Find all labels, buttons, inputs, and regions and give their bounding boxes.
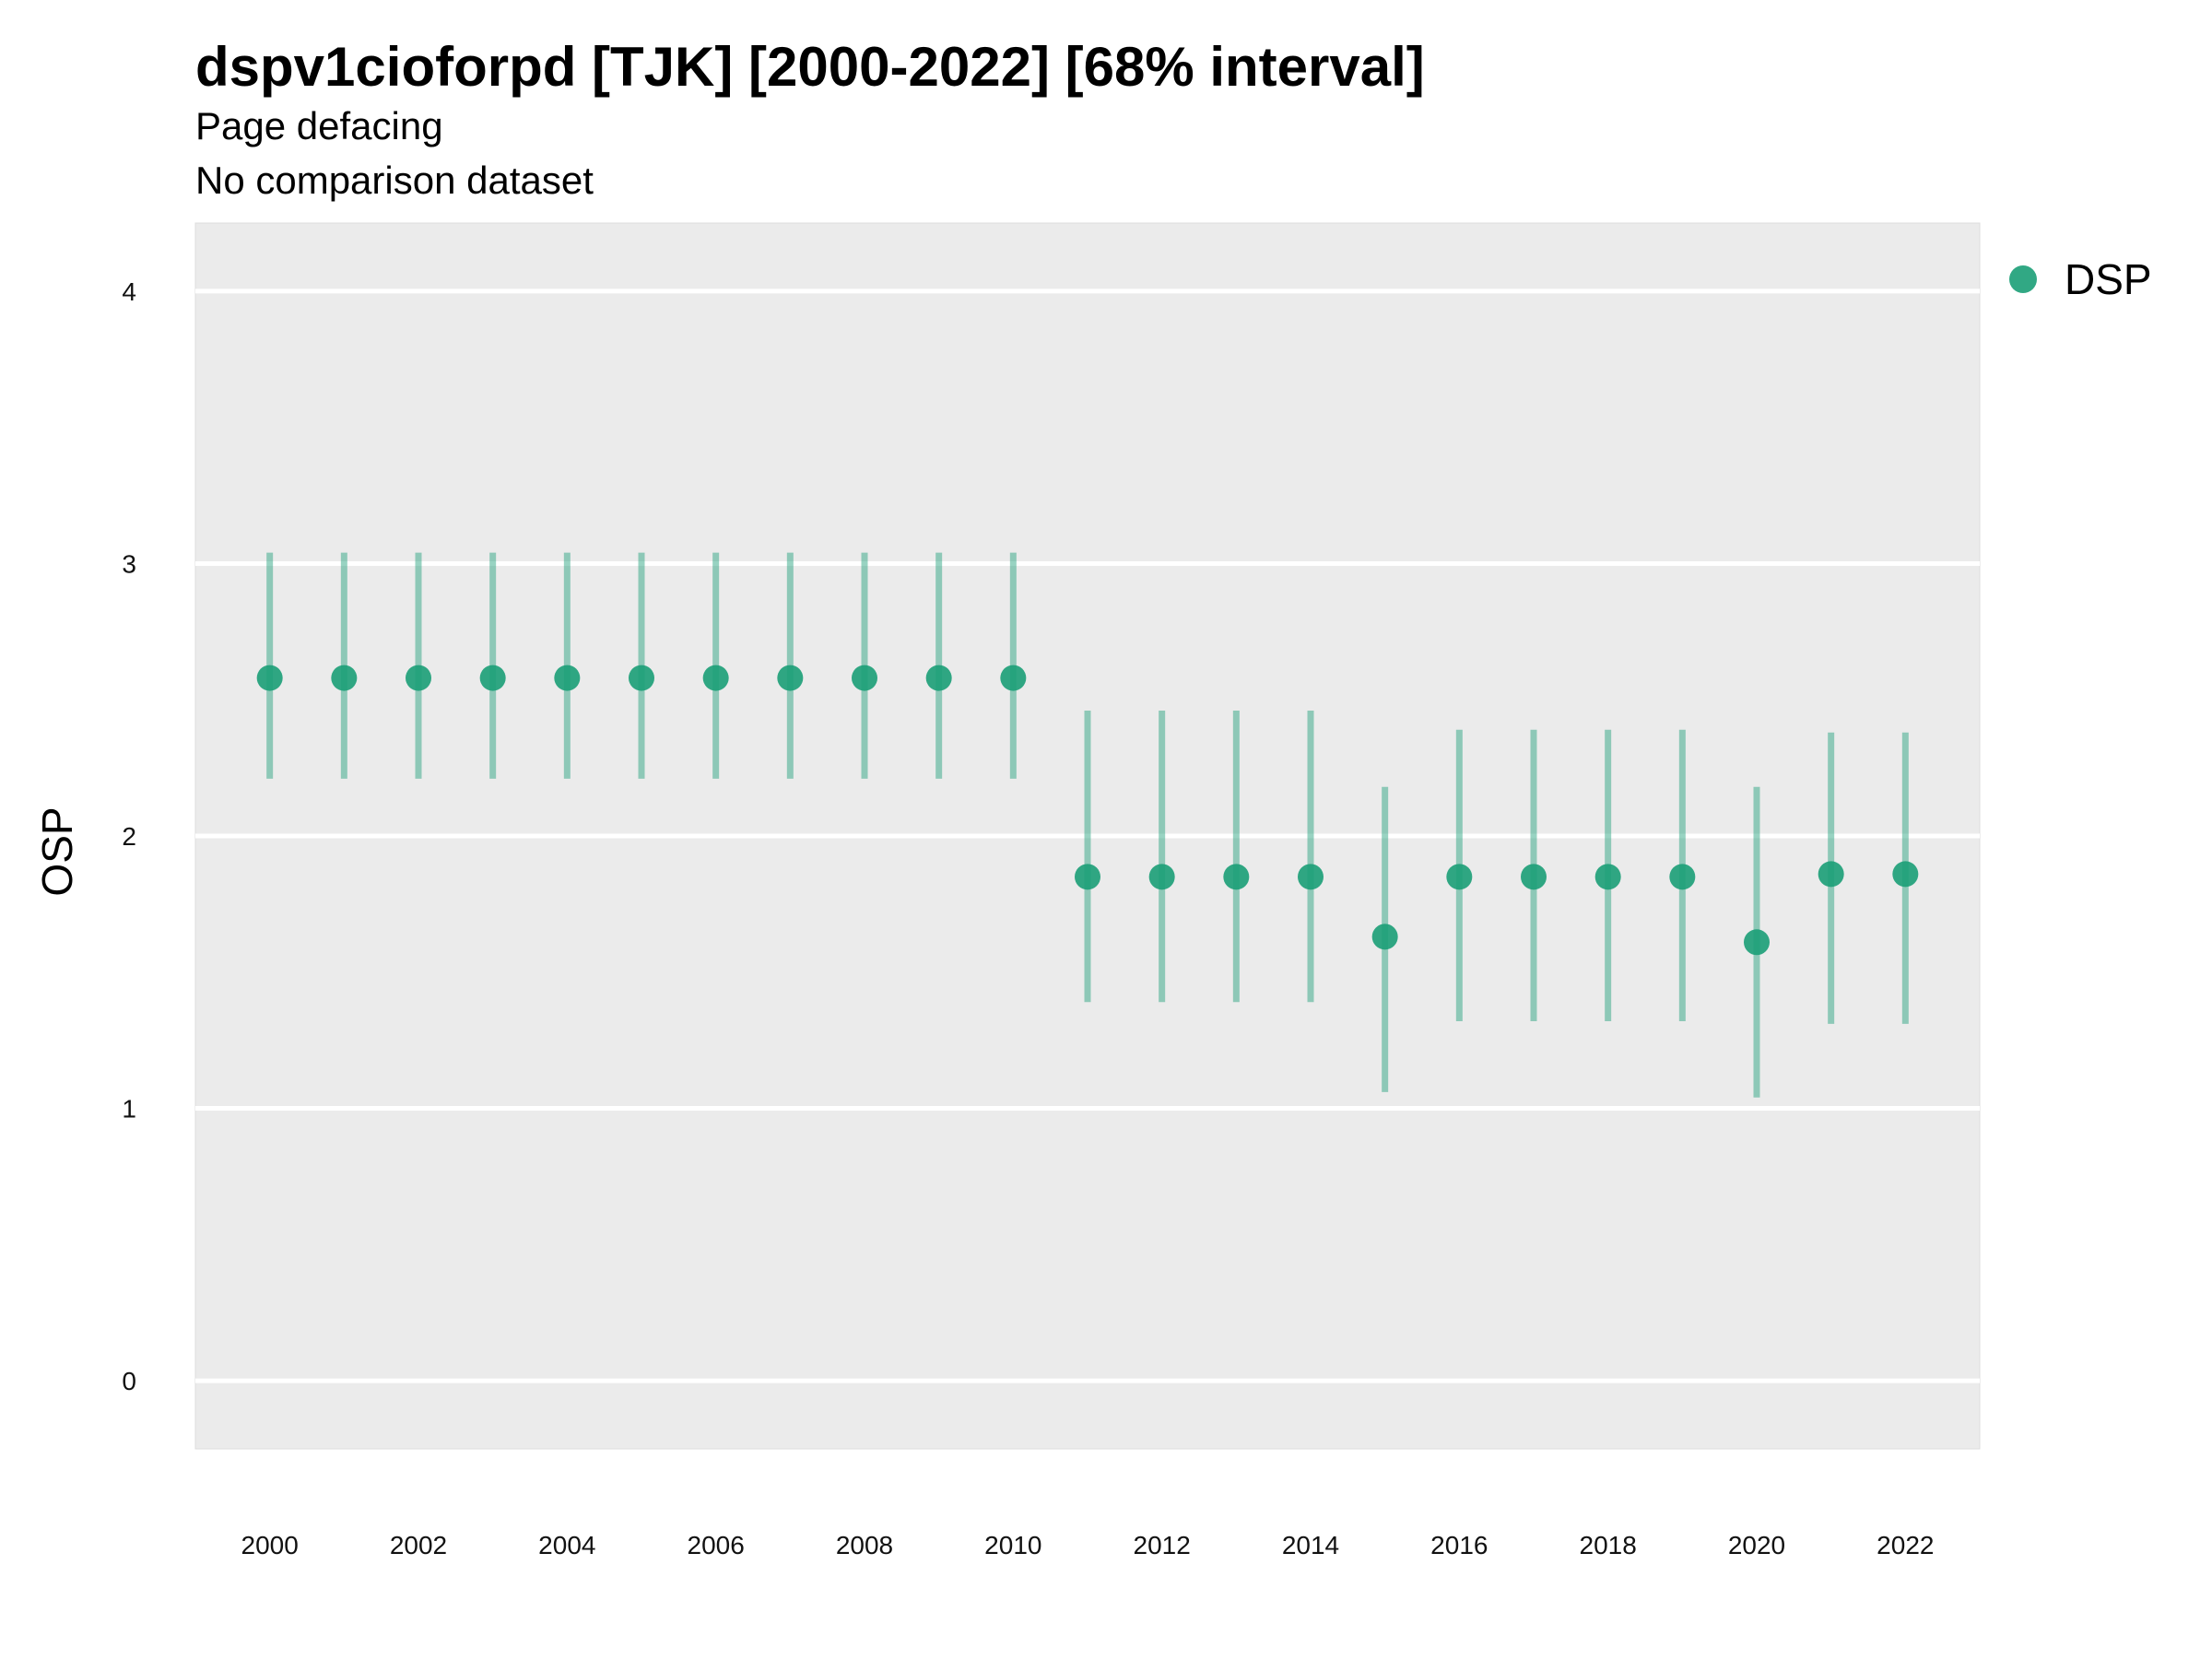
- data-points: [256, 665, 1919, 956]
- data-point: [1669, 864, 1696, 890]
- data-point: [1148, 864, 1175, 890]
- data-point: [1075, 864, 1100, 890]
- legend-key-dsp: [2009, 265, 2037, 293]
- data-point: [256, 665, 283, 691]
- data-point: [777, 665, 804, 691]
- y-tick-label: 4: [122, 277, 136, 306]
- data-point: [1223, 864, 1250, 890]
- data-point: [629, 665, 654, 691]
- data-point: [406, 665, 431, 691]
- data-point: [554, 665, 581, 691]
- chart-subtitle-1: Page defacing: [195, 104, 443, 147]
- grid-lines: [195, 288, 1980, 1383]
- chart-title: dspv1cioforpd [TJK] [2000-2022] [68% int…: [195, 36, 1425, 98]
- x-tick-label: 2014: [1282, 1531, 1339, 1559]
- x-tick-label: 2002: [390, 1531, 447, 1559]
- data-point: [852, 665, 877, 691]
- y-tick-label: 3: [122, 549, 136, 578]
- x-tick-label: 2020: [1728, 1531, 1785, 1559]
- data-point: [1000, 665, 1027, 691]
- y-tick-label: 2: [122, 822, 136, 851]
- data-point: [1818, 861, 1844, 888]
- x-tick-labels: 2000 2002 2004 2006 2008 2010 2012 2014 2016 2018…: [241, 1531, 1935, 1559]
- y-tick-label: 0: [122, 1367, 136, 1395]
- x-tick-label: 2006: [688, 1531, 745, 1559]
- x-tick-label: 2010: [984, 1531, 1041, 1559]
- x-tick-label: 2004: [538, 1531, 595, 1559]
- data-point: [331, 665, 358, 691]
- data-point: [1521, 864, 1547, 890]
- x-tick-label: 2012: [1134, 1531, 1191, 1559]
- legend-label-dsp: DSP: [2065, 255, 2152, 303]
- y-tick-labels: 0 1 2 3 4: [122, 277, 136, 1395]
- x-tick-label: 2000: [241, 1531, 299, 1559]
- data-point: [702, 665, 729, 691]
- y-tick-label: 1: [122, 1095, 136, 1124]
- data-point: [1594, 864, 1621, 890]
- x-tick-label: 2018: [1580, 1531, 1637, 1559]
- x-tick-label: 2008: [836, 1531, 893, 1559]
- data-point: [1446, 864, 1473, 890]
- x-tick-label: 2022: [1877, 1531, 1934, 1559]
- data-point: [1744, 929, 1770, 956]
- chart-subtitle-2: No comparison dataset: [195, 159, 594, 202]
- data-point: [1298, 864, 1324, 890]
- data-point: [1371, 924, 1398, 950]
- x-tick-label: 2016: [1430, 1531, 1488, 1559]
- data-point: [1892, 861, 1919, 888]
- data-point: [925, 665, 952, 691]
- data-point: [479, 665, 506, 691]
